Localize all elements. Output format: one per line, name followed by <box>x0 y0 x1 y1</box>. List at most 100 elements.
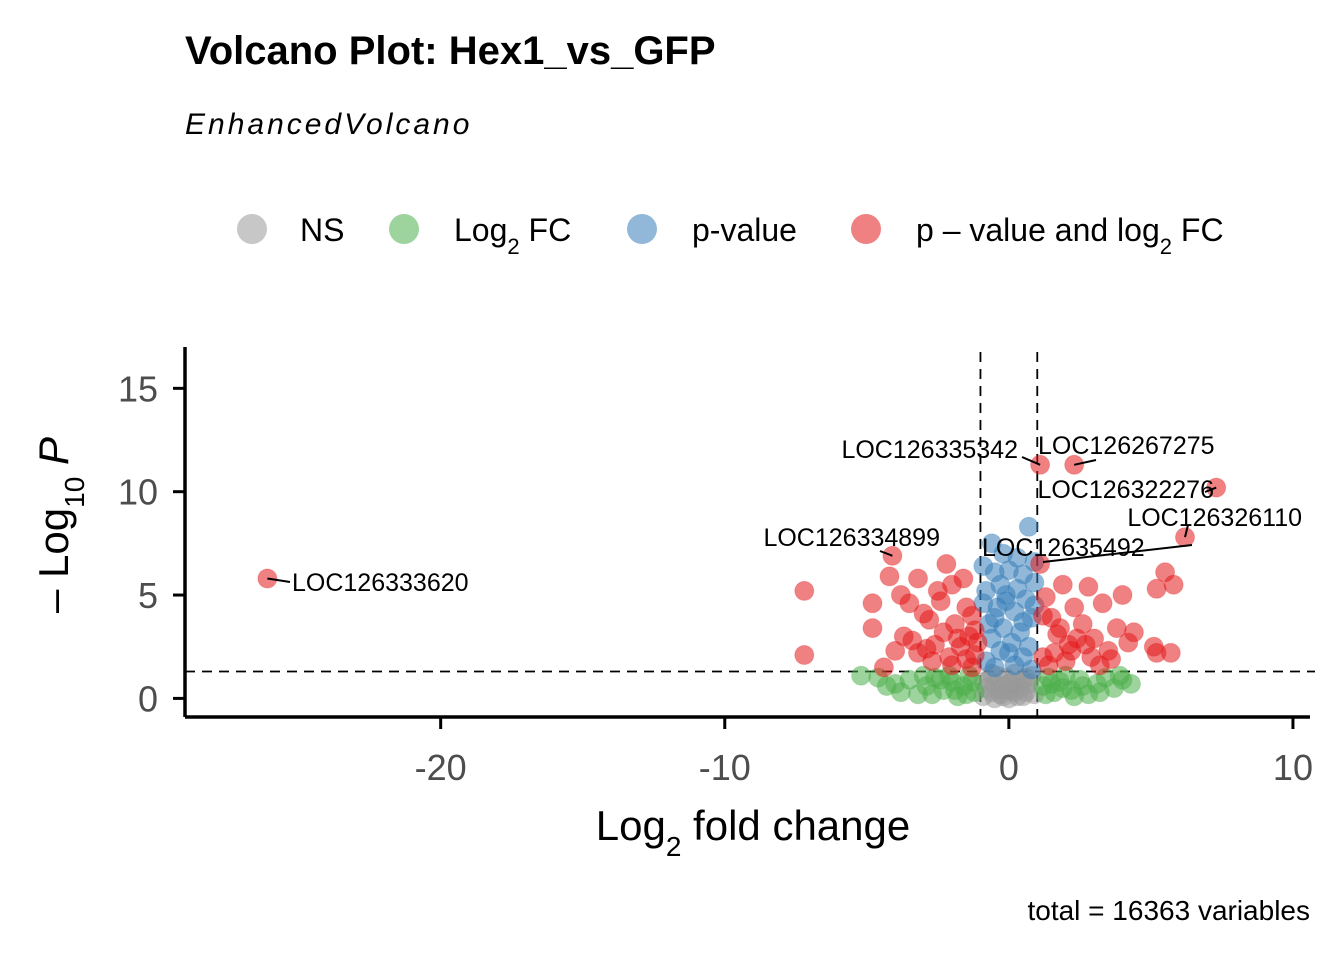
x-tick-label-0: -20 <box>415 747 467 788</box>
point-fc-37 <box>1041 673 1062 694</box>
x-tick-label-3: 10 <box>1273 747 1313 788</box>
point-fcp-59 <box>1038 655 1059 676</box>
point-fcp-58 <box>1101 649 1122 670</box>
point-ns-28 <box>1013 686 1034 707</box>
point-fcp-0 <box>794 580 815 601</box>
point-p-25 <box>998 560 1019 581</box>
data-points <box>257 454 1227 709</box>
legend: NS Log2 FC p-value p – value and log2 FC <box>237 212 1224 259</box>
point-fcp-40 <box>1052 574 1073 595</box>
point-fcp-32 <box>885 640 906 661</box>
plot-title: Volcano Plot: Hex1_vs_GFP <box>185 29 716 73</box>
gene-labels: LOC126333620 LOC126334899 LOC126335342 LOC1… <box>267 432 1302 597</box>
legend-key-fcp <box>851 214 881 244</box>
legend-key-fc <box>389 214 419 244</box>
point-fc-35 <box>1089 682 1110 703</box>
gene-label-loc126334899: LOC126334899 <box>763 524 940 552</box>
point-fcp-27 <box>922 651 943 672</box>
point-fcp-10 <box>936 554 957 574</box>
point-fcp-34 <box>947 628 968 649</box>
point-fcp-12 <box>953 568 974 589</box>
point-p-26 <box>973 556 994 577</box>
legend-label-main: p – value and log <box>916 212 1160 248</box>
point-fcp-67 <box>1160 642 1181 663</box>
legend-label-main: p-value <box>692 212 797 248</box>
point-fc-14 <box>885 673 906 694</box>
point-fc-36 <box>1109 665 1130 686</box>
point-fcp-68 <box>1163 574 1184 595</box>
legend-label-fc: Log2 FC <box>454 212 571 259</box>
label-connector-5 <box>1184 524 1189 538</box>
point-fcp-65 <box>1146 578 1167 599</box>
x-tick-label-2: 0 <box>999 747 1019 788</box>
point-fcp-72 <box>882 545 903 566</box>
point-fcp-1 <box>794 645 815 665</box>
point-fcp-76 <box>1033 605 1053 626</box>
point-fc-38 <box>1064 686 1085 707</box>
gene-label-loc12635492: LOC12635492 <box>982 534 1145 562</box>
legend-label-p: p-value <box>692 212 797 248</box>
gene-label-loc126333620: LOC126333620 <box>292 569 469 597</box>
y-tick-label-0: 0 <box>138 678 158 719</box>
label-connector-0 <box>267 577 291 583</box>
point-fc-39 <box>922 684 943 705</box>
label-connector-3 <box>1073 459 1097 466</box>
axes: -20 -10 0 10 0 5 10 15 <box>118 347 1313 788</box>
point-fcp-60 <box>1050 618 1070 639</box>
x-axis-title-sub: 2 <box>666 831 682 862</box>
gene-label-loc126335342: LOC126335342 <box>841 436 1018 464</box>
point-fcp-51 <box>1123 622 1144 643</box>
x-axis-title: Log2 fold change <box>596 802 911 862</box>
x-tick-label-1: -10 <box>699 747 751 788</box>
point-p-23 <box>984 657 1005 678</box>
point-fcp-42 <box>1064 597 1085 618</box>
point-ns-27 <box>984 688 1005 709</box>
x-axis-title-base: Log <box>596 802 666 849</box>
point-p-33 <box>1013 611 1034 632</box>
point-fcp-75 <box>964 620 985 641</box>
point-p-0 <box>1018 516 1039 537</box>
point-fcp-33 <box>930 591 951 612</box>
legend-label-rest: FC <box>1172 212 1224 248</box>
point-fcp-46 <box>1092 593 1113 614</box>
point-fcp-26 <box>902 630 923 651</box>
point-fc-41 <box>956 684 977 705</box>
label-connector-2 <box>1021 456 1041 466</box>
point-fcp-3 <box>879 566 900 587</box>
legend-label-fcp: p – value and log2 FC <box>916 212 1224 259</box>
y-axis-title-prefix: – Log <box>30 508 77 613</box>
point-fcp-2 <box>862 593 883 614</box>
y-tick-label-2: 10 <box>118 472 158 513</box>
point-p-35 <box>998 642 1019 663</box>
point-fcp-49 <box>1112 585 1133 605</box>
point-fcp-5 <box>899 593 920 614</box>
legend-label-sub: 2 <box>1160 234 1172 259</box>
gene-label-loc126326110: LOC126326110 <box>1127 504 1302 532</box>
point-ns-29 <box>998 673 1019 694</box>
point-fcp-35 <box>961 657 982 678</box>
label-connector-1 <box>879 550 893 557</box>
point-fcp-8 <box>919 609 940 630</box>
y-tick-label-1: 5 <box>138 575 158 616</box>
point-p-34 <box>996 591 1016 612</box>
plot-caption: total = 16363 variables <box>1027 895 1310 926</box>
legend-label-sub: 2 <box>507 234 519 259</box>
y-tick-label-3: 15 <box>118 368 158 409</box>
legend-label-main: NS <box>300 212 344 248</box>
point-p-6 <box>1024 572 1045 593</box>
point-fcp-31 <box>862 618 883 639</box>
point-fcp-37 <box>1035 587 1056 608</box>
y-axis-title: – Log10 P <box>30 437 90 613</box>
point-p-29 <box>1007 578 1028 599</box>
legend-label-rest: FC <box>520 212 572 248</box>
legend-label-main: Log <box>454 212 507 248</box>
label-connector-4 <box>1204 486 1217 493</box>
label-connector-6 <box>1042 544 1193 563</box>
legend-label-ns: NS <box>300 212 344 248</box>
point-fcp-44 <box>1078 576 1099 597</box>
point-fc-0 <box>851 665 872 686</box>
y-axis-title-italic: P <box>30 437 77 477</box>
y-axis-title-sub: 10 <box>59 477 90 508</box>
gene-label-loc126322276: LOC126322276 <box>1037 476 1214 504</box>
